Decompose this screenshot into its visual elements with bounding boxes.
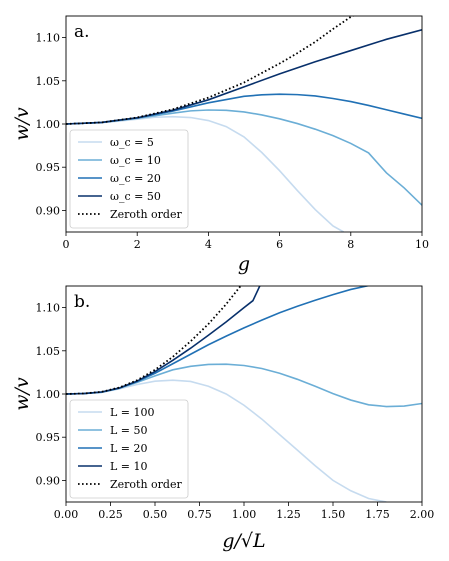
legend-entry-3: ω_c = 50 (110, 190, 161, 203)
panel-label: b. (74, 292, 90, 312)
x-tick-label: 2.00 (410, 508, 435, 521)
y-axis-label: w/v (11, 377, 33, 411)
legend-entry-1: L = 50 (110, 424, 148, 437)
panel-a: 0 2 4 6 8 10 0.90 0.95 1.00 1.05 1.10 a. g w/v ω_c = 5… (11, 15, 429, 275)
legend-entry-1: ω_c = 10 (110, 154, 161, 167)
legend-entry-2: L = 20 (110, 442, 148, 455)
x-tick-label: 1.75 (365, 508, 390, 521)
y-tick-label: 1.05 (36, 75, 61, 88)
y-tick-label: 0.90 (36, 474, 61, 487)
x-tick-label: 0.25 (98, 508, 123, 521)
x-tick-label: 6 (276, 238, 283, 251)
legend-entry-2: ω_c = 20 (110, 172, 161, 185)
y-tick-label: 0.90 (36, 204, 61, 217)
panel-b: 0.00 0.25 0.50 0.75 1.00 1.25 1.50 1.75 2.00 0.90… (11, 285, 435, 552)
legend-entry-4: Zeroth order (110, 208, 182, 221)
y-tick-label: 1.05 (36, 345, 61, 358)
panel-label: a. (74, 22, 90, 42)
series-line-3 (66, 286, 261, 395)
legend: L = 100 L = 50 L = 20 L = 10 Zeroth order (69, 399, 189, 499)
y-tick-label: 1.10 (36, 32, 61, 45)
series-group (66, 16, 422, 232)
x-tick-label: 0.50 (143, 508, 168, 521)
x-tick-label: 0.00 (54, 508, 79, 521)
x-tick-label: 4 (205, 238, 212, 251)
x-tick-label: 1.25 (276, 508, 301, 521)
series-line-4 (66, 286, 242, 395)
x-axis-label: g/√L (222, 530, 265, 552)
x-tick-label: 1.00 (232, 508, 257, 521)
series-line-4 (66, 16, 355, 125)
y-axis-label: w/v (11, 107, 33, 141)
x-tick-label: 1.50 (321, 508, 346, 521)
x-axis-label: g (238, 253, 250, 275)
y-tick-label: 1.00 (36, 118, 61, 131)
x-tick-label: 10 (415, 238, 429, 251)
legend-entry-3: L = 10 (110, 460, 148, 473)
x-tick-label: 0 (63, 238, 70, 251)
series-line-0 (66, 115, 345, 232)
series-line-3 (66, 29, 422, 125)
series-group (66, 286, 422, 502)
y-tick-label: 1.00 (36, 388, 61, 401)
legend-entry-4: Zeroth order (110, 478, 182, 491)
y-tick-label: 1.10 (36, 302, 61, 315)
y-tick-label: 0.95 (36, 161, 61, 174)
series-line-2 (66, 286, 371, 395)
legend-box (69, 399, 189, 499)
legend: ω_c = 5 ω_c = 10 ω_c = 20 ω_c = 50 Zeroth or… (69, 129, 189, 229)
legend-box (69, 129, 189, 229)
series-line-1 (66, 109, 422, 206)
x-tick-label: 2 (134, 238, 141, 251)
legend-entry-0: ω_c = 5 (110, 136, 154, 149)
y-tick-label: 0.95 (36, 431, 61, 444)
x-tick-label: 8 (347, 238, 354, 251)
x-tick-label: 0.75 (187, 508, 212, 521)
legend-entry-0: L = 100 (110, 406, 155, 419)
